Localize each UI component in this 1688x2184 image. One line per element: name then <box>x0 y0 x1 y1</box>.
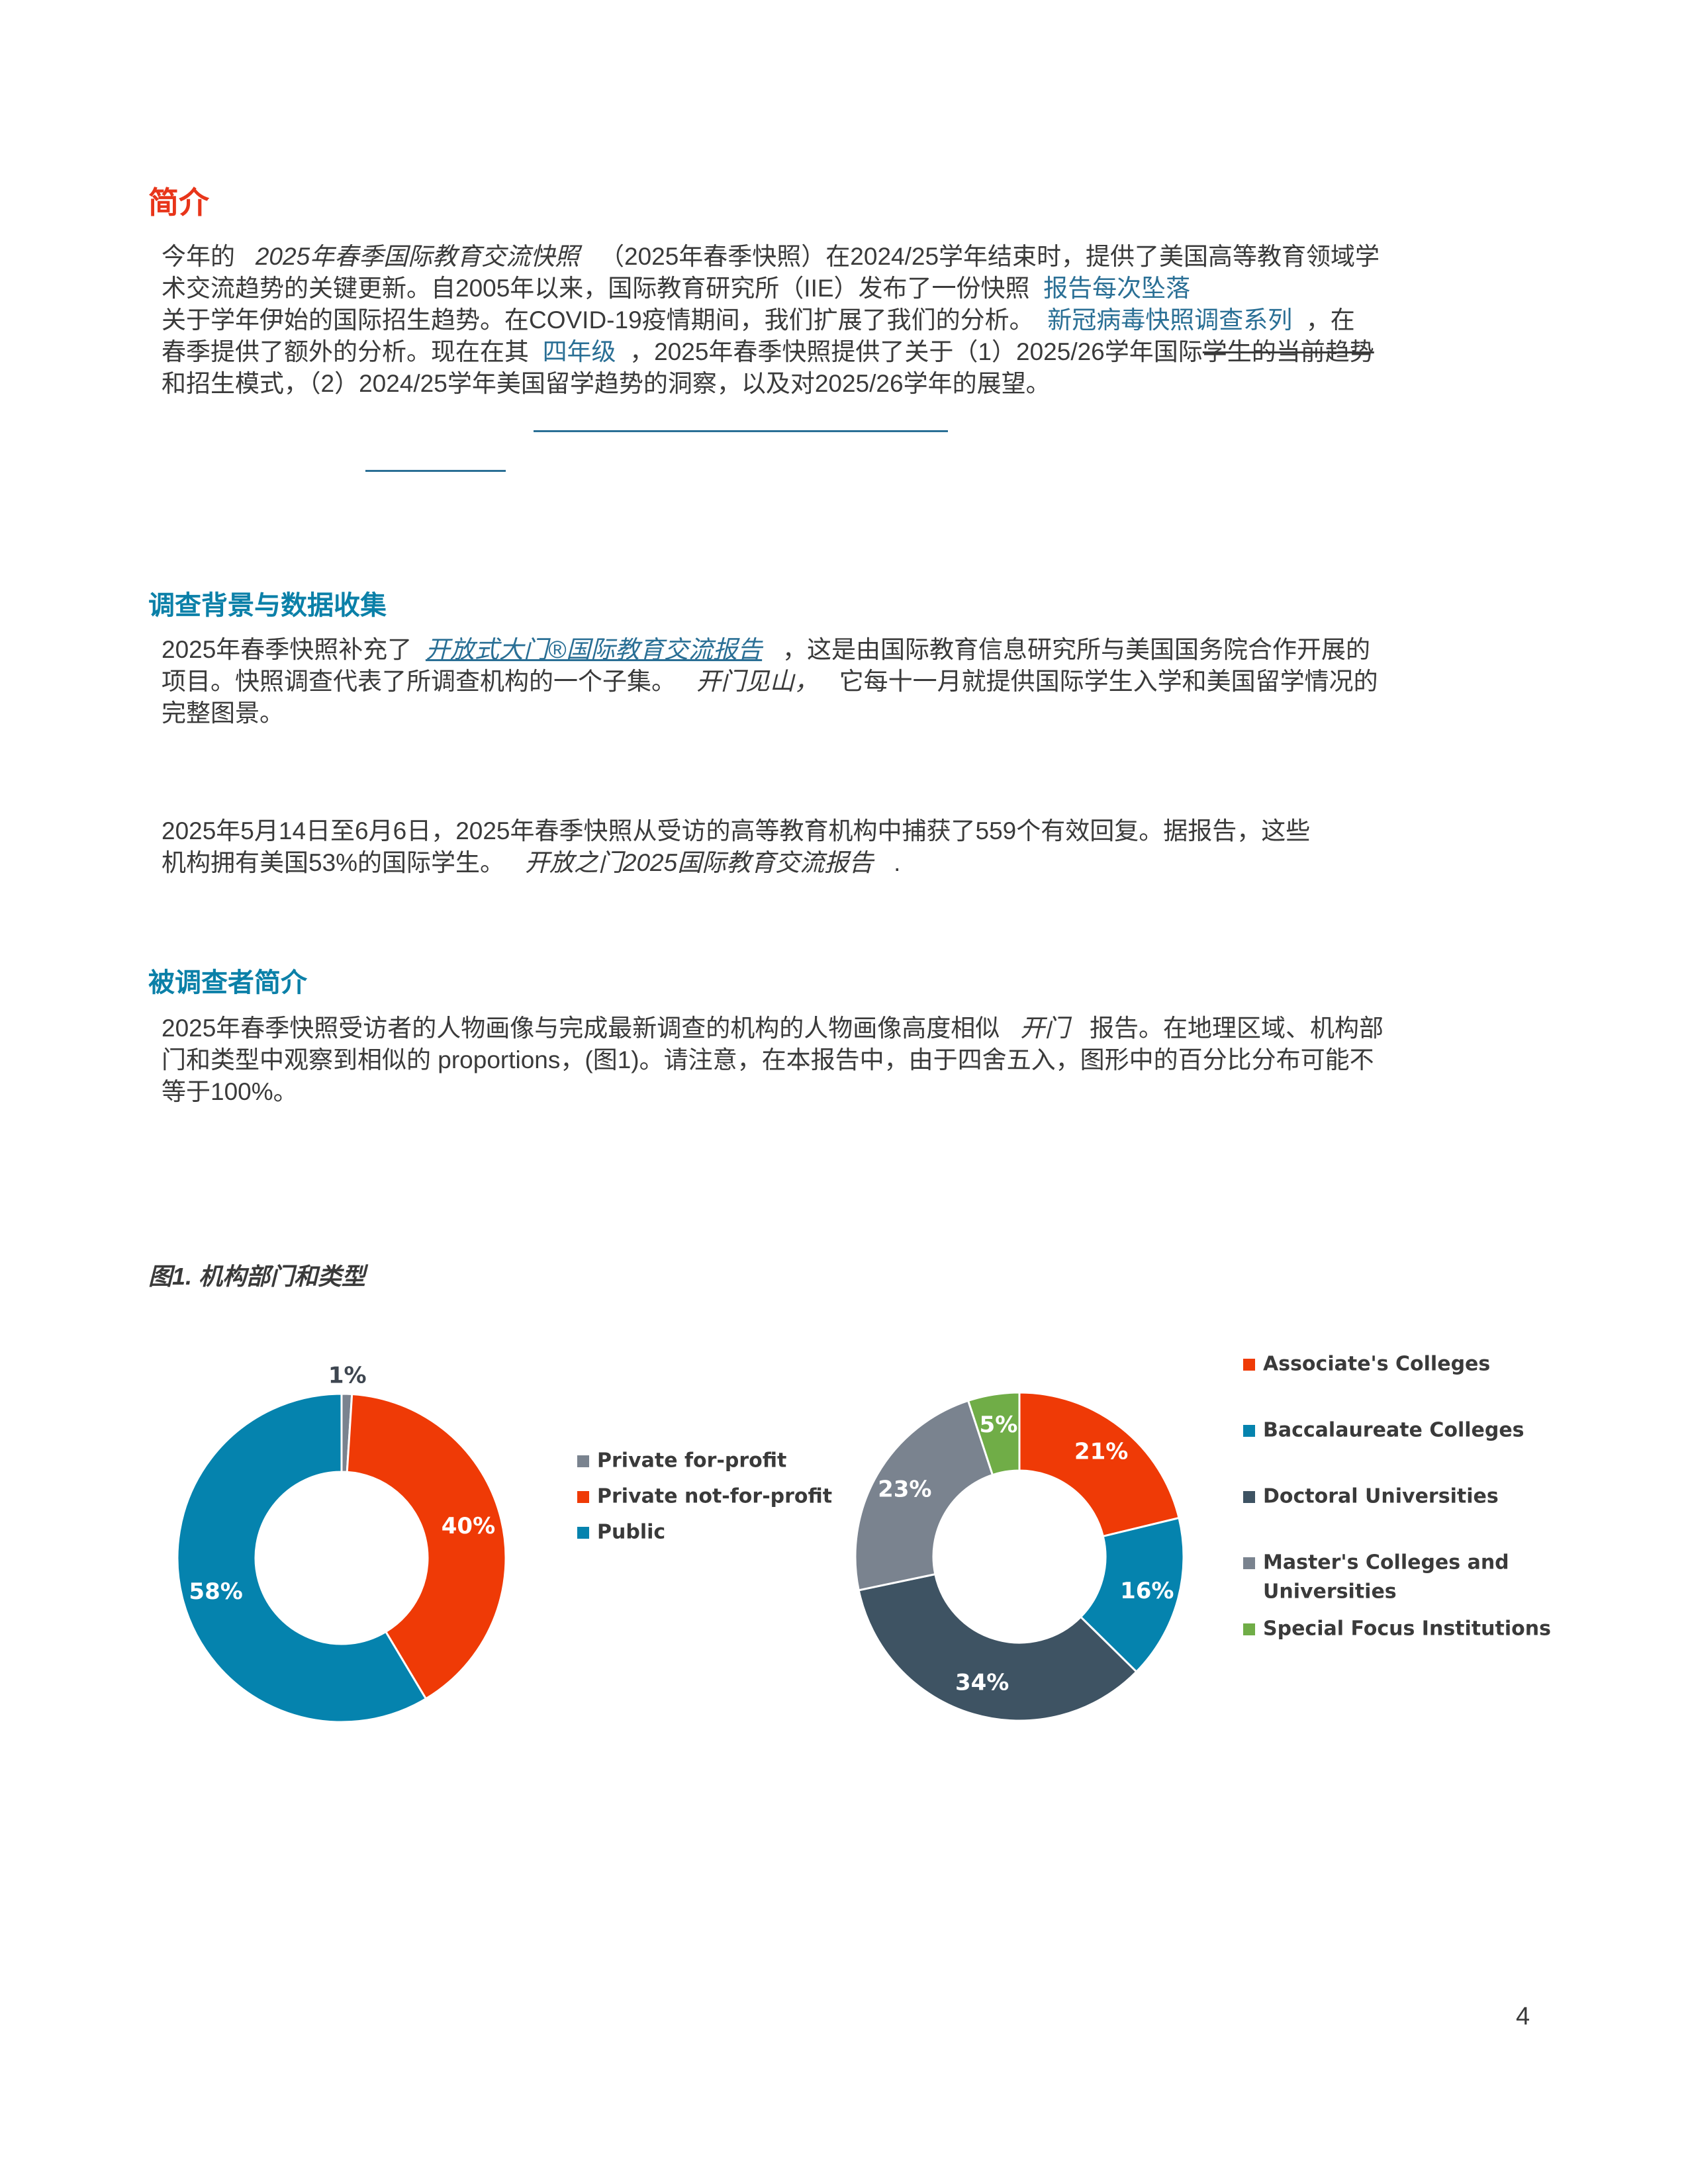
legend-swatch <box>1243 1359 1255 1371</box>
profile-line-2: 门和类型中观察到相似的 proportions，(图1)。请注意，在本报告中，由… <box>162 1046 1374 1073</box>
background-line-5: 机构拥有美国53%的国际学生。 开放之门2025国际教育交流报告 . <box>162 847 1532 879</box>
profile-heading: 被调查者简介 <box>148 968 307 997</box>
slice-label: 40% <box>442 1513 495 1539</box>
link-underline <box>534 430 948 432</box>
legend-swatch <box>577 1491 589 1503</box>
background-text: . <box>894 849 901 876</box>
legend-swatch <box>1243 1491 1255 1503</box>
intro-text: （2025年春季快照）在2024/25学年结束时，提供了美国高等教育领域学 <box>600 243 1380 270</box>
background-text: 项目。快照调查代表了所调查机构的一个子集。 <box>162 668 676 695</box>
background-line-1: 2025年春季快照补充了 开放式大门®国际教育交流报告 ，这是由国际教育信息研究… <box>162 634 1532 666</box>
slice-label: 5% <box>980 1412 1018 1438</box>
covid-snapshot-series-link[interactable]: 新冠病毒快照调查系列 <box>1047 306 1293 334</box>
profile-line-3: 等于100%。 <box>162 1078 298 1105</box>
background-text: 2025年春季快照补充了 <box>162 636 412 663</box>
legend-swatch <box>1243 1425 1255 1437</box>
legend-swatch <box>577 1527 589 1539</box>
legend-label: Private for-profit <box>597 1449 786 1473</box>
slice-label: 1% <box>328 1363 367 1389</box>
background-heading: 调查背景与数据收集 <box>148 591 387 620</box>
slice-associate-s-colleges <box>1018 1391 1180 1538</box>
intro-line-3: 关于学年伊始的国际招生趋势。在COVID-19疫情期间，我们扩展了我们的分析。 … <box>162 304 1532 336</box>
open-doors-italic: 开门 <box>1020 1015 1070 1042</box>
open-doors-italic: 开门见山， <box>696 668 819 695</box>
intro-paragraph: 今年的 2025年春季国际教育交流快照 （2025年春季快照）在2024/25学… <box>162 241 1532 400</box>
intro-text: 术交流趋势的关键更新。自2005年以来，国际教育研究所（IIE）发布了一份快照 <box>162 275 1030 302</box>
legend-swatch <box>1243 1623 1255 1635</box>
slice-label: 23% <box>878 1477 931 1503</box>
donut-chart-1: 1% 40% 58% Private for-profit Private not-fo… <box>176 1363 832 1723</box>
legend-label: Public <box>597 1521 665 1544</box>
intro-text: 春季提供了额外的分析。现在在其 <box>162 338 529 365</box>
legend-label: Master's Colleges and <box>1263 1551 1509 1574</box>
intro-text: ，2025年春季快照提供了关于（1）2025/26学年国际 <box>630 338 1203 365</box>
background-line-2: 项目。快照调查代表了所调查机构的一个子集。 开门见山， 它每十一月就提供国际学生… <box>162 666 1532 698</box>
slice-baccalaureate-colleges <box>1079 1516 1185 1674</box>
intro-text: ，在 <box>1305 306 1355 334</box>
intro-line-1: 今年的 2025年春季国际教育交流快照 （2025年春季快照）在2024/25学… <box>162 241 1532 273</box>
legend-swatch <box>577 1455 589 1467</box>
slice-special-focus-institutions <box>966 1391 1021 1477</box>
legend-label: Universities <box>1263 1580 1397 1604</box>
background-line-4: 2025年5月14日至6月6日，2025年春季快照从受访的高等教育机构中捕获了5… <box>162 817 1311 844</box>
background-paragraph-1: 2025年春季快照补充了 开放式大门®国际教育交流报告 ，这是由国际教育信息研究… <box>162 634 1532 729</box>
profile-text: 2025年春季快照受访者的人物画像与完成最新调查的机构的人物画像高度相似 <box>162 1015 1000 1042</box>
slice-label: 21% <box>1074 1438 1128 1465</box>
legend-label: Special Focus Institutions <box>1263 1617 1551 1641</box>
legend-label: Baccalaureate Colleges <box>1263 1419 1524 1442</box>
slice-master-s-colleges-and-universities <box>854 1399 994 1592</box>
slice-label: 58% <box>189 1578 242 1605</box>
profile-line-1: 2025年春季快照受访者的人物画像与完成最新调查的机构的人物画像高度相似 开门 … <box>162 1013 1532 1044</box>
intro-line-2: 术交流趋势的关键更新。自2005年以来，国际教育研究所（IIE）发布了一份快照 … <box>162 273 1532 304</box>
link-underline <box>365 470 506 472</box>
legend-label: Doctoral Universities <box>1263 1485 1499 1508</box>
slice-public <box>176 1392 428 1723</box>
figure-caption: 图1. 机构部门和类型 <box>148 1263 366 1290</box>
intro-line-4: 春季提供了额外的分析。现在在其 四年级 ，2025年春季快照提供了关于（1）20… <box>162 336 1532 368</box>
background-text: 机构拥有美国53%的国际学生。 <box>162 849 505 876</box>
legend-label: Private not-for-profit <box>597 1485 832 1508</box>
slice-private-not-for-profit <box>346 1392 507 1700</box>
intro-text: 今年的 <box>162 243 235 270</box>
intro-line-5: 和招生模式，（2）2024/25学年美国留学趋势的洞察，以及对2025/26学年… <box>162 370 1051 397</box>
struck-text: 学生的当前趋势 <box>1202 338 1374 365</box>
background-paragraph-2: 2025年5月14日至6月6日，2025年春季快照从受访的高等教育机构中捕获了5… <box>162 815 1532 879</box>
profile-paragraph: 2025年春季快照受访者的人物画像与完成最新调查的机构的人物画像高度相似 开门 … <box>162 1013 1532 1108</box>
open-doors-2025-italic: 开放之门2025国际教育交流报告 <box>524 849 874 876</box>
background-line-3: 完整图景。 <box>162 700 284 727</box>
background-text: ，这是由国际教育信息研究所与美国国务院合作开展的 <box>782 636 1370 663</box>
fourth-year-link[interactable]: 四年级 <box>542 338 616 365</box>
fall-snapshot-link[interactable]: 报告每次坠落 <box>1043 275 1191 302</box>
intro-heading: 简介 <box>148 185 209 220</box>
slice-label: 34% <box>955 1669 1009 1696</box>
background-text: 它每十一月就提供国际学生入学和美国留学情况的 <box>839 668 1378 695</box>
slice-doctoral-universities <box>857 1572 1138 1722</box>
profile-text: 报告。在地理区域、机构部 <box>1090 1015 1383 1042</box>
donut-chart-2: 21% 16% 34% 23% 5% Associate's Colleges Baccal… <box>854 1353 1551 1722</box>
open-doors-report-link[interactable]: 开放式大门®国际教育交流报告 <box>425 636 763 663</box>
slice-label: 16% <box>1120 1578 1174 1604</box>
legend-swatch <box>1243 1557 1255 1569</box>
legend-label: Associate's Colleges <box>1263 1353 1490 1376</box>
page-number: 4 <box>1516 2003 1530 2030</box>
snapshot-title: 2025年春季国际教育交流快照 <box>255 243 580 270</box>
intro-text: 关于学年伊始的国际招生趋势。在COVID-19疫情期间，我们扩展了我们的分析。 <box>162 306 1034 334</box>
